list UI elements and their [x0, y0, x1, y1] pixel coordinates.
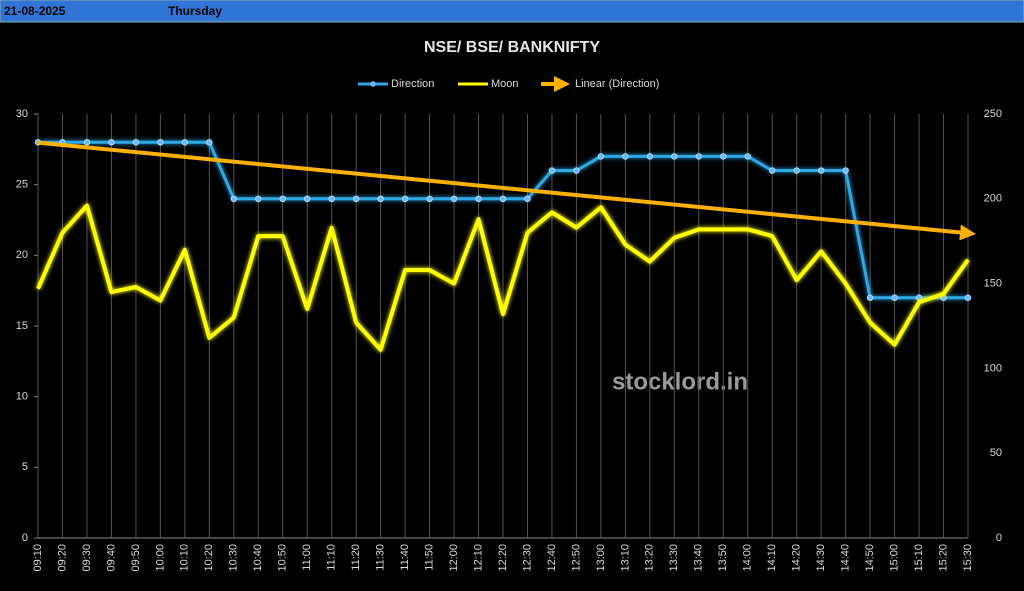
x-tick-label: 15:00 — [888, 544, 900, 572]
point — [842, 167, 849, 174]
x-tick-label: 10:40 — [252, 544, 264, 572]
y-tick-label: 20 — [16, 249, 28, 261]
x-tick-label: 09:50 — [130, 544, 142, 572]
point — [475, 195, 482, 202]
point — [817, 167, 825, 174]
chart-title: NSE/ BSE/ BANKNIFTY — [424, 39, 600, 56]
y-tick-label: 5 — [22, 461, 28, 473]
x-tick-label: 12:40 — [546, 544, 558, 572]
point — [255, 195, 262, 202]
legend-swatch — [370, 81, 376, 87]
legend-label: Direction — [391, 78, 434, 90]
point — [891, 294, 898, 301]
point — [671, 153, 678, 160]
x-tick-label: 11:20 — [350, 544, 362, 571]
point — [83, 139, 91, 146]
legend-label: Linear (Direction) — [575, 78, 659, 90]
x-tick-label: 14:00 — [742, 544, 754, 572]
x-tick-label: 11:10 — [326, 544, 338, 571]
x-tick-label: 12:20 — [497, 544, 509, 572]
x-tick-label: 15:30 — [962, 544, 974, 572]
point — [108, 139, 115, 146]
y-tick-label: 25 — [16, 179, 28, 191]
x-tick-label: 14:50 — [864, 544, 876, 572]
x-tick-label: 10:20 — [203, 544, 215, 572]
legend-label: Moon — [491, 78, 519, 90]
x-tick-label: 15:10 — [913, 544, 925, 572]
x-tick-label: 10:10 — [179, 544, 191, 572]
x-tick-label: 11:40 — [399, 544, 411, 571]
point — [622, 153, 629, 160]
point — [573, 167, 580, 174]
watermark: stocklord.in — [612, 368, 748, 395]
point — [181, 139, 189, 146]
header-day: Thursday — [168, 4, 222, 18]
y2-tick-label: 150 — [984, 278, 1002, 290]
point — [964, 294, 972, 301]
point — [646, 153, 654, 160]
trend-line — [37, 140, 976, 241]
point — [426, 195, 433, 202]
point — [377, 195, 384, 202]
point — [524, 195, 531, 202]
point — [744, 153, 751, 160]
x-tick-label: 09:10 — [32, 544, 44, 572]
x-tick-label: 11:00 — [301, 544, 313, 571]
x-tick-label: 11:50 — [423, 544, 435, 571]
x-tick-label: 09:30 — [81, 544, 93, 572]
point — [401, 195, 409, 202]
x-tick-label: 09:40 — [105, 544, 117, 572]
point — [279, 195, 286, 202]
point — [352, 195, 360, 202]
x-tick-label: 14:30 — [815, 544, 827, 572]
x-tick-label: 11:30 — [375, 544, 387, 571]
header-date: 21-08-2025 — [4, 4, 66, 18]
y2-tick-label: 200 — [984, 193, 1002, 205]
point — [597, 153, 605, 160]
point — [866, 294, 874, 301]
point — [499, 195, 507, 202]
y2-tick-label: 50 — [990, 447, 1002, 459]
point — [206, 139, 213, 146]
point — [769, 167, 776, 174]
y-tick-label: 15 — [16, 320, 28, 332]
y-tick-label: 30 — [16, 108, 28, 120]
x-tick-label: 14:10 — [766, 544, 778, 572]
point — [304, 195, 311, 202]
point — [230, 195, 237, 202]
x-tick-label: 13:50 — [717, 544, 729, 572]
x-tick-label: 10:30 — [228, 544, 240, 572]
point — [793, 167, 800, 174]
x-tick-label: 13:30 — [668, 544, 680, 572]
x-tick-label: 13:00 — [595, 544, 607, 572]
point — [328, 195, 335, 202]
x-tick-label: 13:10 — [619, 544, 631, 572]
y2-tick-label: 100 — [984, 362, 1002, 374]
series-line — [36, 203, 970, 352]
x-tick-label: 12:50 — [570, 544, 582, 572]
x-tick-label: 14:20 — [791, 544, 803, 572]
x-tick-label: 13:40 — [693, 544, 705, 572]
point — [720, 153, 727, 160]
point — [450, 195, 458, 202]
y-tick-label: 0 — [22, 532, 28, 544]
x-tick-label: 15:20 — [937, 544, 949, 572]
point — [695, 153, 702, 160]
x-tick-label: 10:50 — [277, 544, 289, 572]
x-tick-label: 12:10 — [472, 544, 484, 572]
x-tick-label: 09:20 — [56, 544, 68, 572]
x-tick-label: 12:30 — [521, 544, 533, 572]
point — [157, 139, 164, 146]
y2-tick-label: 250 — [984, 108, 1002, 120]
x-tick-label: 13:20 — [644, 544, 656, 572]
x-tick-label: 10:00 — [154, 544, 166, 572]
point — [132, 139, 140, 146]
y-tick-label: 10 — [16, 391, 28, 403]
y2-tick-label: 0 — [996, 532, 1002, 544]
x-tick-label: 14:40 — [840, 544, 852, 572]
header-bar — [0, 0, 1024, 23]
x-tick-label: 12:00 — [448, 544, 460, 572]
point — [548, 167, 556, 174]
